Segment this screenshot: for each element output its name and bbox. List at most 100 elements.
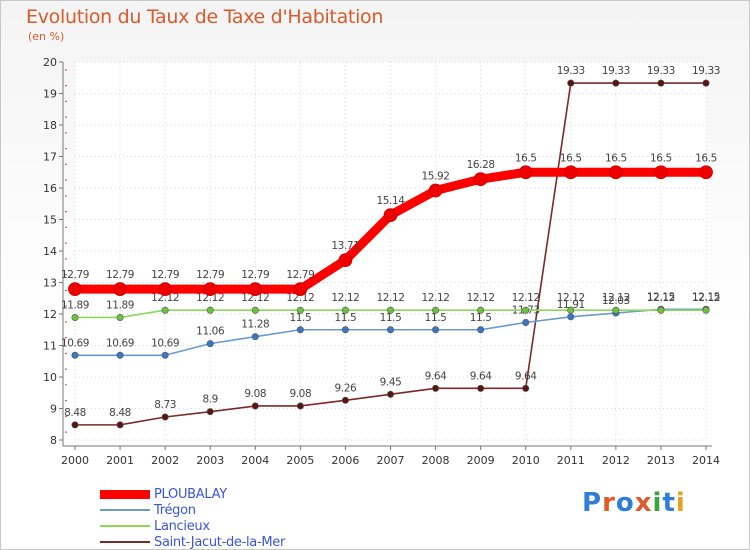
data-point [116,351,124,359]
data-label: 10.69 [151,337,179,349]
y-tick-label: 9 [50,403,57,416]
data-point [522,319,530,327]
legend-item-ploubalay: PLOUBALAY [100,486,285,502]
data-label: 12.12 [692,292,720,304]
data-point [563,165,578,180]
x-tick-label: 2012 [602,454,630,467]
data-point [71,421,79,429]
data-point [567,306,575,314]
logo-letter: r [602,488,616,518]
y-tick-label: 10 [43,371,57,384]
x-tick-label: 2005 [286,454,314,467]
data-point [608,165,623,180]
data-point [477,306,485,314]
data-point [699,165,713,180]
data-label: 9.26 [335,382,357,394]
data-label: 12.79 [106,269,134,281]
data-label: 13.71 [331,240,359,252]
data-label: 12.12 [647,292,675,304]
x-tick-label: 2008 [422,454,450,467]
data-point [296,326,304,334]
data-label: 12.03 [602,295,630,307]
data-point [428,183,443,198]
x-tick-label: 2003 [196,454,224,467]
chart-legend: PLOUBALAY Trégon Lancieux Saint-Jacut-de… [100,486,285,550]
data-label: 12.79 [196,269,224,281]
y-tick-label: 17 [43,151,57,164]
data-point [341,306,349,314]
data-point [71,313,79,321]
data-label: 12.12 [151,292,179,304]
data-label: 12.12 [196,292,224,304]
y-tick-label: 11 [43,340,57,353]
data-point [432,326,440,334]
data-label: 12.12 [422,292,450,304]
data-point [206,306,214,314]
data-point [251,333,259,341]
y-tick-label: 16 [43,182,57,195]
data-label: 9.45 [380,376,402,388]
data-point [161,413,169,421]
data-point [567,313,575,321]
data-point [522,306,530,314]
data-label: 12.12 [286,292,314,304]
x-tick-label: 2001 [106,454,134,467]
data-point [293,282,308,297]
data-point [296,402,304,410]
chart-title: Evolution du Taux de Taxe d'Habitation [26,6,384,28]
data-label: 12.79 [151,269,179,281]
data-label: 11.5 [380,312,402,324]
x-tick-label: 2006 [331,454,359,467]
data-point [612,306,620,314]
data-label: 12.12 [557,292,585,304]
data-label: 12.12 [512,292,540,304]
data-label: 16.28 [467,159,495,171]
data-label: 9.64 [425,370,447,382]
data-label: 16.5 [560,152,582,164]
data-point [657,306,665,314]
data-point [251,306,259,314]
data-label: 10.69 [106,337,134,349]
x-tick-label: 2004 [241,454,269,467]
data-label: 11.28 [241,319,269,331]
data-point [386,390,394,398]
legend-swatch-saint-jacut [100,541,150,543]
y-tick-label: 15 [43,214,57,227]
data-label: 12.79 [61,269,89,281]
data-label: 8.48 [64,407,86,419]
data-label: 9.08 [244,388,266,400]
data-point [203,282,218,297]
data-point [518,165,533,180]
y-tick-label: 12 [43,308,57,321]
data-point [161,306,169,314]
data-point [113,282,127,297]
legend-label-ploubalay: PLOUBALAY [154,486,227,502]
data-point [477,384,485,392]
data-label: 19.33 [557,65,585,77]
data-point [702,306,710,314]
logo-letter: o [615,488,635,518]
y-tick-label: 18 [43,119,57,132]
data-point [386,306,394,314]
data-label: 11.5 [289,312,311,324]
legend-item-saint-jacut: Saint-Jacut-de-la-Mer [100,534,285,550]
data-label: 9.64 [470,370,492,382]
x-tick-label: 2009 [467,454,495,467]
x-tick-label: 2002 [151,454,179,467]
data-point [251,402,259,410]
data-point [341,326,349,334]
data-label: 12.12 [602,292,630,304]
legend-label-tregon: Trégon [154,502,196,518]
data-point [71,351,79,359]
data-point [161,351,169,359]
legend-item-lancieux: Lancieux [100,518,285,534]
data-label: 9.64 [515,370,537,382]
x-tick-label: 2013 [647,454,675,467]
data-label: 12.12 [467,292,495,304]
logo-letter: i [652,488,663,518]
data-label: 9.08 [289,388,311,400]
data-point [206,408,214,416]
logo-letter: t [662,488,676,518]
data-label: 8.9 [202,394,218,406]
